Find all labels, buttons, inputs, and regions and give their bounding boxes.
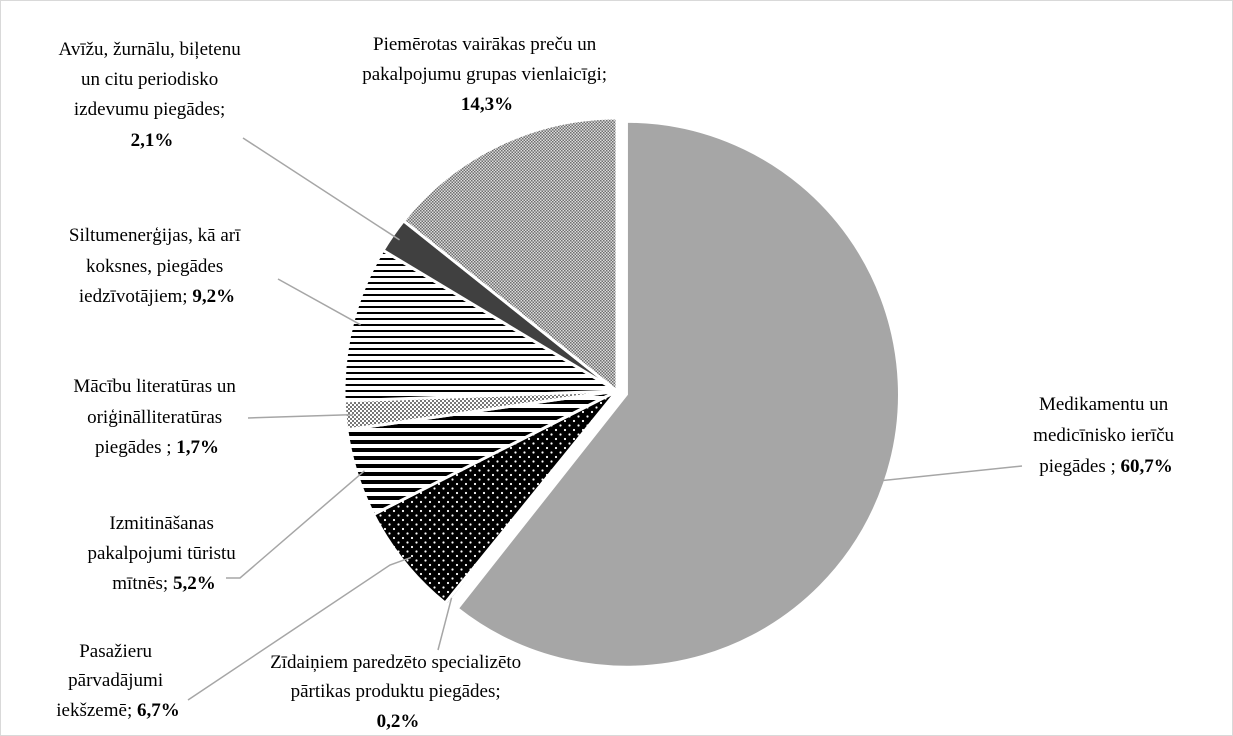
slice-label-piemerotas: Piemērotas vairākas preču un pakalpojumu… xyxy=(362,34,612,115)
leader-line-avizu xyxy=(242,137,400,241)
leader-line-izmitinasana xyxy=(226,470,365,579)
pie-slices xyxy=(342,116,901,669)
pie-slice-medikamenti xyxy=(455,119,901,669)
slice-label-macibu: Mācību literatūras un oriģinālliteratūra… xyxy=(73,376,240,458)
leader-line-siltumenergija xyxy=(277,278,361,326)
slice-label-medikamenti: Medikamentu un medicīnisko ierīču piegād… xyxy=(1033,394,1179,477)
slice-label-siltumenergija: Siltumenerģijas, kā arī koksnes, piegāde… xyxy=(69,225,245,307)
pie-slice-siltumenergija xyxy=(342,248,623,403)
leader-lines xyxy=(187,137,1023,701)
leader-line-zidainiem xyxy=(437,597,453,651)
leader-line-pasazieru xyxy=(187,556,412,701)
pie-slice-pasazieru xyxy=(371,389,619,606)
leader-line-medikamenti xyxy=(876,465,1023,482)
slice-label-pasazieru: Pasažieru pārvadājumi iekšzemē; 6,7% xyxy=(56,641,179,721)
leader-line-macibu xyxy=(247,413,354,419)
slice-label-izmitinasana: Izmitināšanas pakalpojumi tūristu mītnēs… xyxy=(87,513,240,594)
slice-label-zidainiem: Zīdaiņiem paredzēto specializēto pārtika… xyxy=(270,652,526,732)
pie-slice-piemerotas xyxy=(401,116,619,395)
slice-label-avizu: Avīžu, žurnālu, biļetenu un citu periodi… xyxy=(59,39,246,151)
